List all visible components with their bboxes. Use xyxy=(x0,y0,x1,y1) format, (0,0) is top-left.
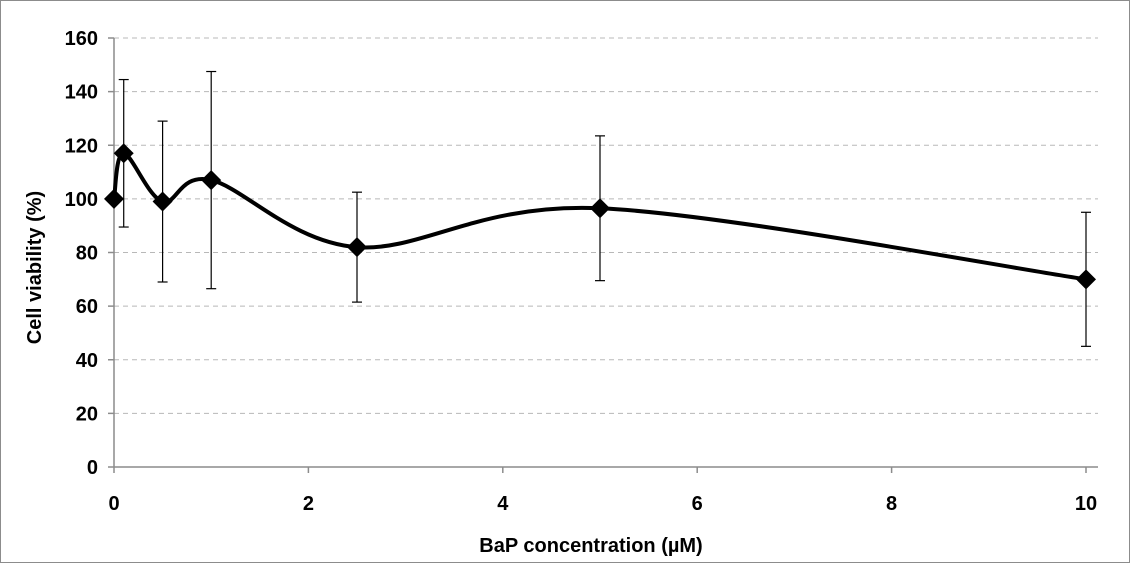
y-tick-label: 100 xyxy=(65,189,98,211)
data-point-marker xyxy=(113,143,134,164)
data-point-marker xyxy=(104,188,124,209)
y-tick-label: 0 xyxy=(87,457,98,479)
y-tick-label: 80 xyxy=(76,243,98,265)
x-tick-label: 2 xyxy=(303,493,314,515)
data-point-marker xyxy=(152,191,173,212)
y-tick-label: 40 xyxy=(76,350,98,372)
y-tick-label: 120 xyxy=(65,135,98,157)
x-tick-label: 0 xyxy=(108,493,119,515)
data-point-marker xyxy=(347,237,367,258)
data-point-marker xyxy=(590,198,610,219)
x-axis-title: BaP concentration (µM) xyxy=(479,535,702,557)
x-tick-label: 8 xyxy=(886,493,897,515)
y-tick-label: 20 xyxy=(76,403,98,425)
y-axis-title: Cell viability (%) xyxy=(24,191,46,344)
marker-layer xyxy=(104,143,1096,290)
label-layer: 0 20 40 60 80 100 120 140 160 0 2 4 6 8 10 xyxy=(65,28,1098,515)
data-point-marker xyxy=(1076,269,1096,290)
x-tick-label: 4 xyxy=(497,493,509,515)
y-tick-label: 60 xyxy=(76,296,98,318)
x-tick-label: 10 xyxy=(1075,493,1097,515)
series-line xyxy=(112,151,1088,282)
line-layer xyxy=(112,151,1088,282)
data-point-marker xyxy=(201,170,222,191)
x-tick-label: 6 xyxy=(692,493,703,515)
y-tick-label: 140 xyxy=(65,82,98,104)
grid-layer xyxy=(114,37,1098,414)
y-tick-label: 160 xyxy=(65,28,98,50)
